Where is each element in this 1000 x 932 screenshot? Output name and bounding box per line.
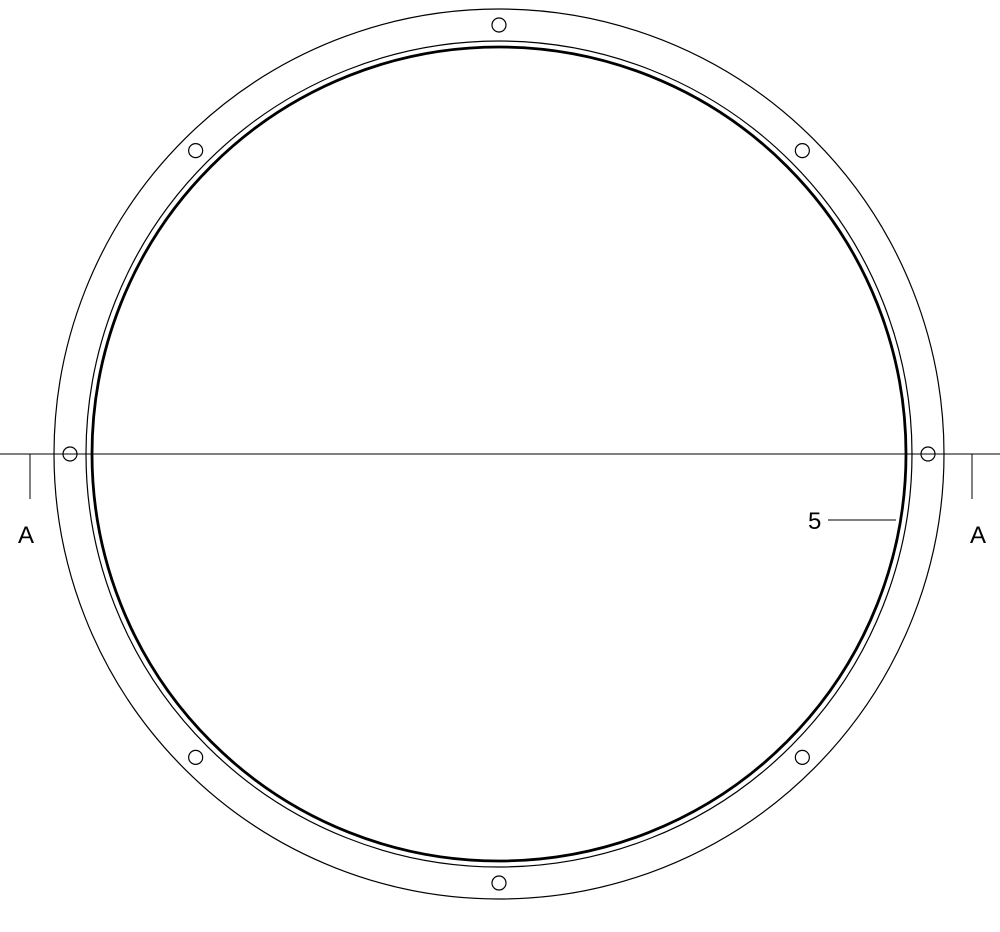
engineering-diagram — [0, 0, 1000, 932]
section-label-left: A — [18, 522, 34, 550]
section-label-right: A — [970, 522, 986, 550]
callout-label-5: 5 — [808, 508, 821, 536]
